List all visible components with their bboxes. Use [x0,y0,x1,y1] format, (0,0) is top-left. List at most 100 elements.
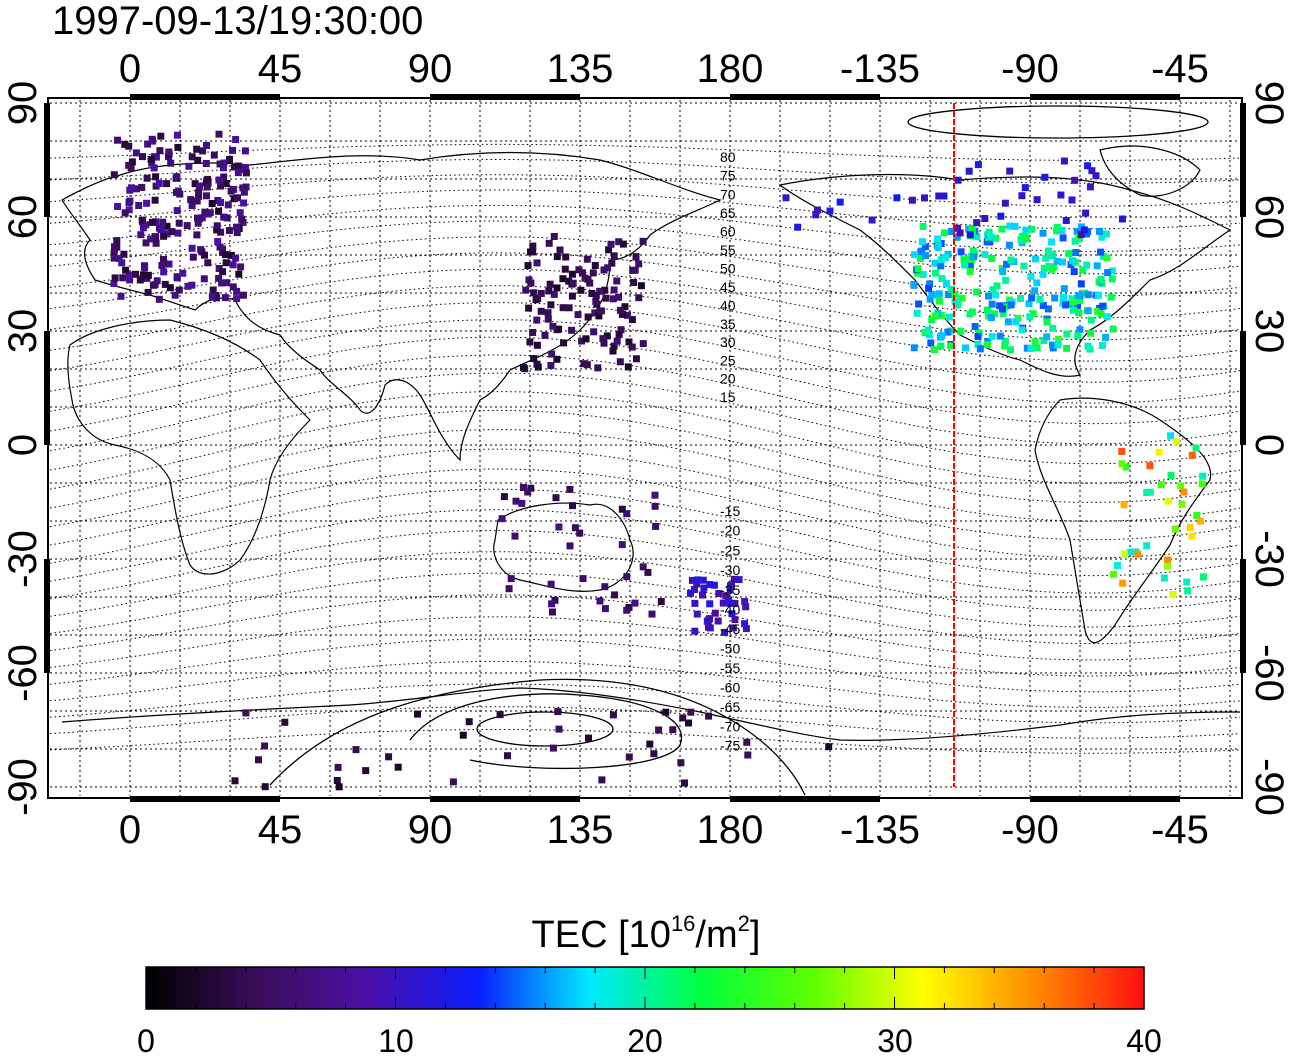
tec-marker [1118,460,1126,468]
tec-marker [1102,230,1110,238]
tec-marker [623,606,631,614]
tec-marker [1026,313,1034,321]
tec-marker [1022,226,1030,234]
tec-marker [973,288,981,296]
tec-marker [201,251,208,259]
tec-marker [1098,342,1106,349]
tec-marker [1060,293,1067,301]
tec-marker [632,253,640,261]
lat-label: 0 [1,434,45,456]
tec-marker [610,342,618,350]
tec-marker [335,783,343,791]
tec-marker [913,309,921,317]
tec-marker [519,363,527,371]
tec-marker [1045,247,1052,255]
timestamp-title: 1997-09-13/19:30:00 [52,0,423,43]
tec-marker [171,291,179,299]
tec-marker [1032,255,1039,263]
tec-marker [942,280,950,288]
tec-marker [1122,463,1130,471]
tec-marker [173,207,181,215]
tec-marker [691,627,699,635]
tec-marker [1054,335,1062,343]
tec-marker [618,505,626,513]
tec-marker [568,326,576,334]
tec-marker [914,265,922,273]
mlat-label: -25 [720,542,740,558]
tec-marker [1096,227,1103,235]
tec-marker [229,283,237,291]
tec-marker [1039,302,1047,309]
tec-marker [953,233,961,241]
tec-marker [414,710,421,718]
tec-marker [910,344,918,352]
tec-marker [127,164,135,172]
tec-marker [687,589,694,597]
tec-marker [610,286,618,294]
frame-bar [44,331,50,445]
tec-marker [227,251,235,259]
tec-marker [722,592,730,600]
tec-marker [139,153,146,161]
tec-marker [925,331,933,339]
tec-marker [693,610,701,618]
tec-marker [148,159,156,167]
tec-marker [223,279,230,287]
mlat-label: 15 [720,389,736,405]
tec-marker [549,608,556,616]
tec-marker [215,130,223,138]
mlat-contour [49,706,1241,739]
tec-marker [597,307,605,315]
mlat-label: -45 [720,621,740,637]
tec-marker [195,192,203,200]
tec-marker [925,284,933,292]
tec-marker [553,284,561,292]
tec-marker [1092,172,1100,180]
south-oval-inner [476,711,614,747]
tec-marker [731,599,739,607]
tec-marker [1007,256,1015,264]
tec-marker [685,719,692,727]
mlat-contour [49,354,1241,445]
tec-marker [618,541,626,549]
tec-marker [185,162,193,170]
tec-marker [1060,157,1068,165]
top-longitude-labels: 0 45 90 135 180 -135 -90 -45 [119,47,1209,91]
tec-marker [217,228,225,236]
tec-marker [968,308,976,316]
tec-marker [179,269,187,277]
tec-marker [616,358,624,366]
tec-marker [615,331,623,339]
mlat-label: -75 [720,738,740,754]
tec-marker [601,286,609,294]
tec-marker [1074,291,1082,299]
tec-marker [233,295,241,303]
tec-marker [1040,336,1048,344]
tec-marker [217,182,225,190]
tec-marker [690,586,698,593]
tec-marker [918,247,926,255]
mlat-label: -20 [720,523,740,539]
tec-marker [527,484,535,492]
tec-marker [711,609,719,617]
tec-marker [1039,229,1047,237]
tec-marker [144,271,152,279]
mlat-contour [49,336,1241,425]
tec-marker [679,714,687,722]
tec-marker [618,310,626,318]
tec-marker [193,197,201,205]
tec-marker [1001,199,1009,207]
tec-marker [204,175,212,183]
tec-marker [161,280,169,288]
tec-marker [825,743,833,751]
tec-marker [999,310,1007,317]
tec-marker [1054,341,1062,349]
tec-marker [583,255,591,263]
tec-marker [744,751,752,759]
tec-marker [215,207,223,215]
tec-marker [1118,215,1126,223]
lon-label: 45 [258,808,303,852]
tec-marker [915,300,923,308]
tec-marker [1033,279,1041,287]
tec-marker [173,188,180,196]
